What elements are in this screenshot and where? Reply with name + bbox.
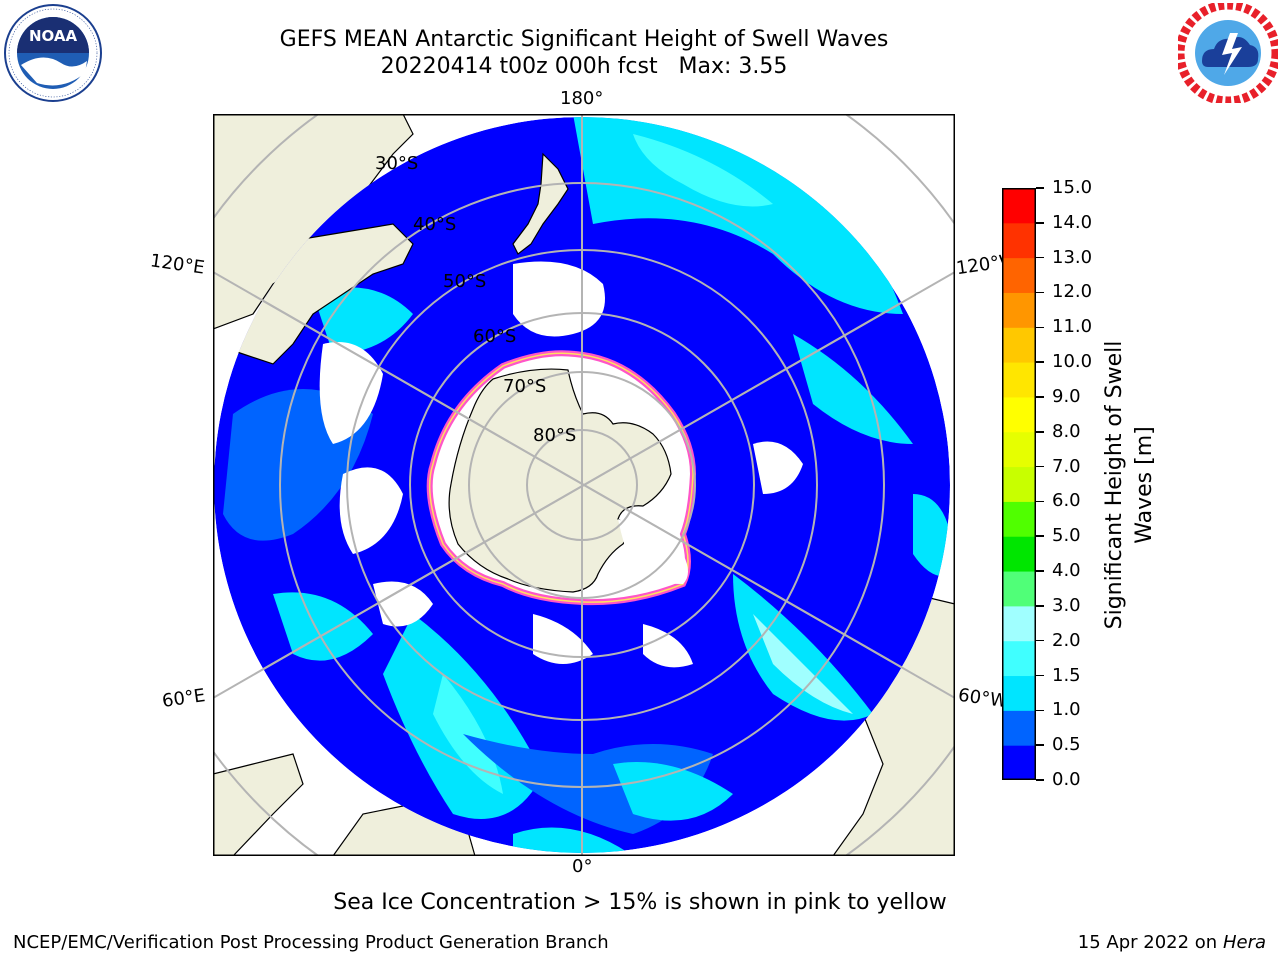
colorbar-segment [1002,605,1036,642]
colorbar-tick-mark [1036,500,1044,503]
lon-label-0: 0° [572,856,593,877]
lon-label-60e: 60°E [160,685,207,712]
colorbar-segment [1002,536,1036,572]
colorbar-tick-label: 2.0 [1052,629,1081,651]
sea-ice-note: Sea Ice Concentration > 15% is shown in … [333,890,947,915]
colorbar-tick-mark [1036,431,1044,433]
colorbar-segment [1002,466,1036,502]
colorbar-tick-label: 1.5 [1052,664,1081,686]
colorbar-tick-mark [1036,744,1044,746]
colorbar-tick-mark [1036,605,1044,607]
colorbar-tick-mark [1036,674,1044,677]
colorbar-tick-mark [1036,465,1044,468]
footer-credit: NCEP/EMC/Verification Post Processing Pr… [13,932,609,953]
colorbar-tick-mark [1036,396,1044,398]
colorbar-tick-mark [1036,326,1044,329]
colorbar-tick-label: 15.0 [1052,177,1093,198]
colorbar-segment [1002,257,1036,293]
colorbar-tick-mark [1036,361,1044,363]
colorbar-tick-label: 0.0 [1052,769,1081,790]
lat-label-40s: 40°S [413,214,456,235]
colorbar-tick-mark [1036,709,1044,712]
colorbar-tick-mark [1036,187,1044,189]
chart-subtitle: 20220414 t00z 000h fcst Max: 3.55 [380,54,788,79]
colorbar-tick-label: 11.0 [1052,316,1093,338]
nws-logo-icon [1178,3,1278,103]
noaa-logo-text: NOAA [29,27,78,45]
lat-label-70s: 70°S [503,376,546,397]
colorbar-tick-label: 12.0 [1052,281,1093,303]
colorbar-tick-mark [1036,779,1044,781]
footer-date: 15 Apr 2022 on Hera [1077,932,1266,953]
colorbar-tick-label: 4.0 [1052,560,1081,582]
colorbar-tick-label: 5.0 [1052,525,1081,547]
lat-label-60s: 60°S [473,326,516,347]
lon-label-120e: 120°E [148,250,206,279]
footer-host: Hera [1222,932,1266,953]
colorbar-segment [1002,188,1036,224]
chart-title: GEFS MEAN Antarctic Significant Height o… [279,27,889,52]
colorbar-tick-label: 8.0 [1052,420,1081,442]
colorbar-segment [1002,292,1036,328]
lon-label-180: 180° [560,88,604,109]
colorbar-segment [1002,710,1036,746]
colorbar-tick-mark [1036,639,1044,642]
colorbar-segment [1002,640,1036,677]
colorbar-tick-mark [1036,256,1044,259]
polar-map: 30°S 40°S 50°S 60°S 70°S 80°S [213,114,955,856]
colorbar-tick-label: 13.0 [1052,246,1093,268]
colorbar-tick-label: 9.0 [1052,385,1081,407]
new-zealand-land [512,152,569,255]
colorbar-tick-mark [1036,222,1044,224]
colorbar-segment [1002,501,1036,537]
colorbar-tick-label: 1.0 [1052,699,1081,721]
lat-label-50s: 50°S [443,271,486,292]
colorbar-tick-label: 7.0 [1052,455,1081,477]
colorbar-tick-mark [1036,291,1044,294]
colorbar-tick-mark [1036,570,1044,572]
colorbar-segment [1002,745,1036,780]
lat-label-80s: 80°S [533,425,576,446]
colorbar-segment [1002,431,1036,468]
colorbar-segment [1002,362,1036,398]
lat-label-30s: 30°S [375,153,418,174]
colorbar-segment [1002,396,1036,433]
colorbar-tick-label: 0.5 [1052,734,1081,756]
colorbar-segment [1002,222,1036,259]
noaa-logo-icon: NOAA [4,4,102,102]
colorbar-segment [1002,675,1036,711]
colorbar-segment [1002,327,1036,363]
colorbar-tick-label: 10.0 [1052,351,1093,373]
colorbar-tick-label: 6.0 [1052,490,1081,512]
colorbar [1002,188,1036,780]
colorbar-tick-label: 14.0 [1052,211,1093,233]
colorbar-tick-mark [1036,535,1044,537]
colorbar-segment [1002,571,1036,607]
colorbar-tick-label: 3.0 [1052,594,1081,616]
